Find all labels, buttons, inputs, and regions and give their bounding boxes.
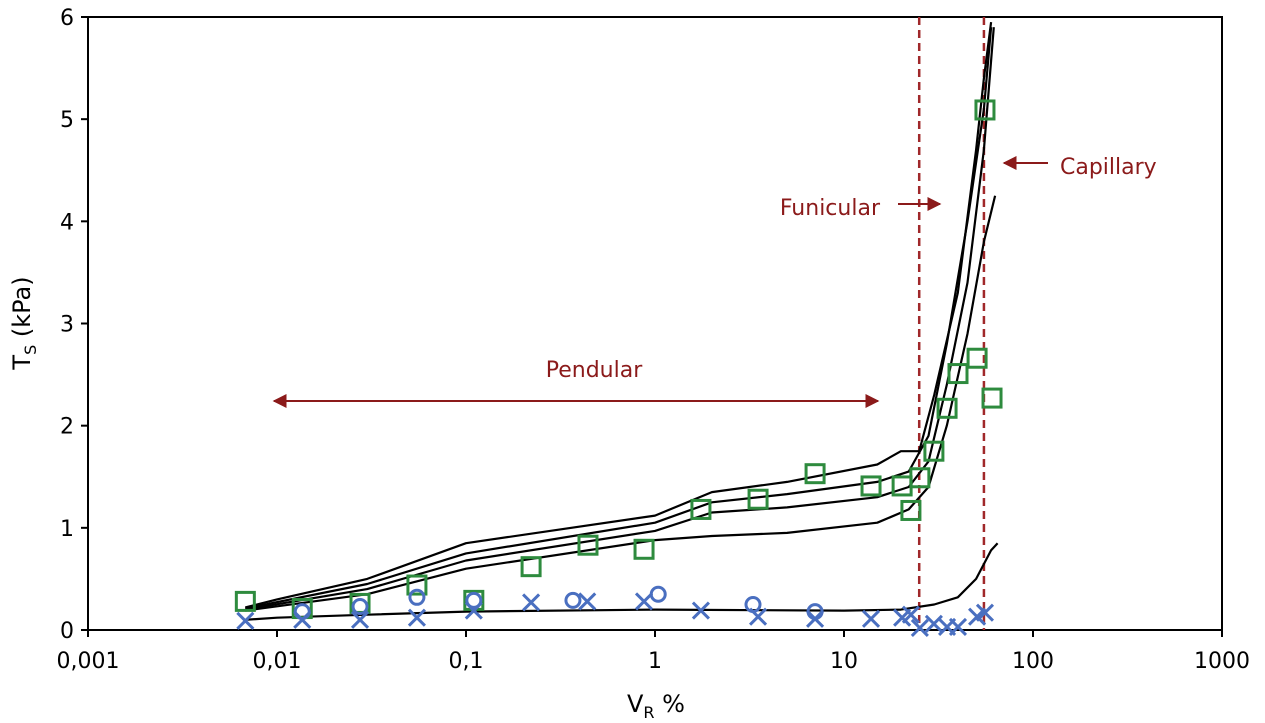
x-title-sub: R: [643, 703, 654, 719]
annotation: Funicular: [780, 196, 881, 221]
square-point: [690, 498, 712, 520]
square-point: [909, 467, 931, 489]
square-point: [974, 99, 996, 121]
circle-point: [649, 585, 667, 603]
cross-point: [924, 614, 943, 633]
fit-curve: [245, 21, 993, 609]
x-tick-label: 0,1: [449, 649, 484, 674]
y-tick-label: 6: [60, 6, 74, 31]
cross-point: [464, 601, 483, 620]
square-point: [947, 363, 969, 385]
fit-curve: [245, 27, 995, 611]
square-point: [860, 475, 882, 497]
square-point: [234, 590, 256, 612]
circle-point: [351, 598, 369, 616]
cross-point: [407, 608, 426, 627]
cross-point: [350, 610, 370, 629]
circle-point: [564, 591, 582, 609]
annotation: Pendular: [546, 358, 643, 383]
cross-point: [522, 593, 541, 612]
y-title-main: T: [8, 355, 36, 371]
x-axis-title: VR %: [627, 690, 685, 719]
y-tick-label: 5: [60, 108, 74, 133]
fit-curve: [245, 27, 993, 610]
square-point: [804, 463, 826, 485]
circle-point: [465, 591, 483, 609]
cross-point: [634, 592, 654, 611]
cross-point: [749, 607, 768, 626]
cross-point: [691, 601, 710, 620]
cross-point: [293, 610, 312, 629]
cross-point: [236, 611, 255, 630]
y-title-sub: S: [21, 345, 40, 355]
x-tick-label: 1: [648, 649, 662, 674]
square-point: [966, 347, 988, 369]
y-tick-label: 1: [60, 517, 74, 542]
fit-curve: [245, 542, 999, 621]
x-title-rest: %: [655, 690, 685, 718]
cross-point: [975, 603, 995, 622]
cross-point: [861, 609, 881, 628]
annotation: Capillary: [1060, 155, 1157, 180]
y-tick-label: 4: [60, 210, 74, 235]
y-axis-title: TS (kPa): [8, 276, 40, 370]
x-title-main: V: [627, 690, 644, 718]
square-point: [900, 499, 922, 521]
y-tick-label: 3: [60, 313, 74, 338]
square-point: [577, 534, 599, 556]
square-point: [747, 488, 769, 510]
cross-point: [578, 592, 597, 611]
y-tick-label: 2: [60, 415, 74, 440]
cross-point: [901, 605, 920, 624]
square-point: [923, 440, 945, 462]
circle-point: [806, 603, 824, 621]
cross-point: [806, 609, 825, 628]
x-tick-label: 0,001: [57, 649, 120, 674]
cross-point: [910, 618, 929, 638]
cross-point: [948, 617, 968, 636]
square-point: [633, 538, 655, 560]
x-tick-label: 0,01: [253, 649, 302, 674]
x-tick-label: 10: [830, 649, 858, 674]
y-tick-label: 0: [60, 619, 74, 644]
x-tick-label: 100: [1012, 649, 1054, 674]
fit-curve: [245, 195, 997, 612]
circle-point: [408, 588, 426, 606]
square-point: [406, 574, 428, 596]
plot-frame: [87, 16, 1223, 631]
x-tick-label: 1000: [1194, 649, 1250, 674]
square-point: [520, 556, 542, 578]
y-title-rest: (kPa): [8, 276, 36, 344]
square-point: [981, 387, 1003, 409]
square-point: [936, 397, 958, 419]
